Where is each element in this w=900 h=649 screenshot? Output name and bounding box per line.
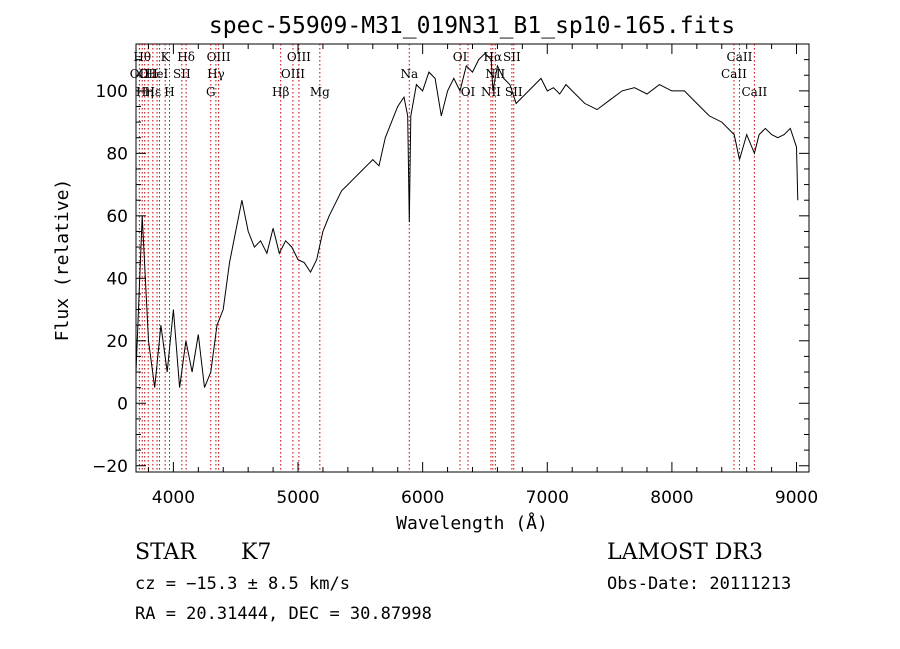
line-label: OIII [281,67,305,81]
y-tick-label: 80 [106,144,128,164]
redshift-cz: cz = −15.3 ± 8.5 km/s [135,574,350,594]
line-label: Na [400,67,418,81]
line-label: SII [503,50,521,64]
line-label: H [164,85,174,99]
x-axis-label: Wavelength (Å) [396,512,548,534]
y-tick-label: 100 [96,82,128,102]
line-label: OI [453,50,468,64]
line-label: Hα [484,50,503,64]
x-tick-label: 9000 [775,488,818,508]
line-label: Hε [144,85,161,99]
spectrum-line [135,52,799,388]
line-label: SII [173,67,191,81]
x-tick-label: 7000 [526,488,569,508]
x-tick-label: 6000 [401,488,444,508]
line-label: Mg [310,85,330,99]
object-class: STAR [135,540,196,565]
x-tick-label: 4000 [152,488,195,508]
line-label: Hη [136,85,154,99]
line-label: SII [505,85,523,99]
line-markers [138,44,755,472]
y-tick-label: 20 [106,332,128,352]
line-label: Hθ [133,50,151,64]
line-labels: OII Hθ Hη OII Hε HeI K H SII Hδ G Hγ OIII Hβ OIII OIII M… [130,50,768,99]
y-axis-label: Flux (relative) [52,179,73,342]
obs-date: Obs-Date: 20111213 [607,574,792,594]
line-label: OI [461,85,476,99]
line-label: OII [130,67,150,81]
plot-frame [135,43,810,473]
x-axis-ticks: 4000 5000 6000 7000 8000 9000 [147,44,818,508]
y-tick-label: 0 [117,394,128,414]
line-label: CaII [727,50,753,64]
object-subclass: K7 [241,540,272,565]
line-label: HeI [146,67,169,81]
chart-title: spec-55909-M31_019N31_B1_sp10-165.fits [209,13,735,39]
x-tick-label: 8000 [650,488,693,508]
line-label: G [206,85,216,99]
coordinates: RA = 20.31444, DEC = 30.87998 [135,604,432,624]
line-label: Hβ [272,85,289,99]
y-axis-ticks: −20 0 20 40 60 80 100 [92,59,809,477]
line-label: OII [139,67,159,81]
line-label: CaII [721,67,747,81]
y-tick-label: 40 [106,269,128,289]
line-label: OIII [207,50,231,64]
line-label: OIII [287,50,311,64]
survey-name: LAMOST DR3 [607,540,763,565]
line-label: NII [481,85,501,99]
line-label: Hδ [177,50,195,64]
line-label: K [161,50,171,64]
x-tick-label: 5000 [276,488,319,508]
line-label: CaII [741,85,767,99]
y-tick-label: −20 [92,457,128,477]
y-tick-label: 60 [106,207,128,227]
line-label: Hγ [207,67,225,81]
